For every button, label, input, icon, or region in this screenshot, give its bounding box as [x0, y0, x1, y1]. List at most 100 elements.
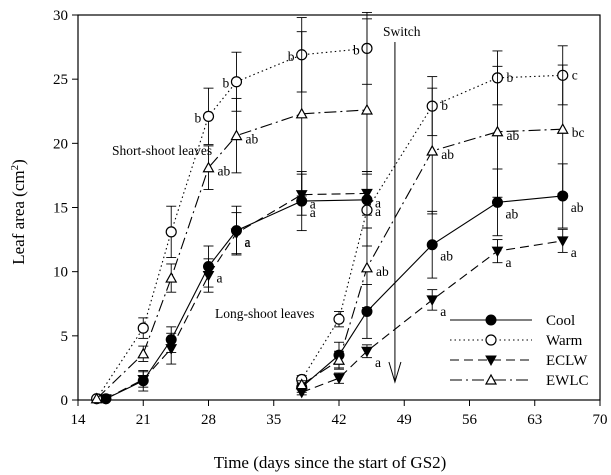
y-tick-label: 20	[53, 136, 68, 152]
data-point	[491, 196, 503, 208]
significance-label: a	[310, 205, 316, 220]
y-axis-title-sup: 2	[9, 165, 21, 171]
legend-item-ewlc: EWLC	[450, 373, 589, 389]
data-point	[426, 295, 439, 306]
x-tick-label: 63	[527, 412, 542, 428]
data-point	[165, 226, 177, 238]
significance-label: b	[353, 42, 360, 57]
legend-label: Cool	[546, 313, 575, 329]
significance-label: a	[440, 304, 446, 319]
legend-item-cool: Cool	[450, 313, 575, 329]
significance-label: a	[375, 195, 381, 210]
significance-label: ab	[571, 200, 584, 215]
series-line	[301, 195, 563, 388]
significance-label: ab	[440, 249, 453, 264]
switch-label: Switch	[383, 24, 421, 39]
data-point	[202, 271, 215, 282]
significance-label: bc	[572, 125, 585, 140]
data-point	[426, 239, 438, 251]
data-point	[556, 236, 569, 247]
significance-label: a	[217, 271, 223, 286]
significance-label: ab	[505, 206, 518, 221]
x-tick-label: 28	[201, 412, 216, 428]
data-point	[202, 161, 215, 173]
significance-label: b	[288, 49, 295, 64]
y-axis-title-tail: )	[9, 159, 28, 165]
significance-label: a	[571, 245, 577, 260]
series-line	[301, 128, 563, 386]
y-axis-title-main: Leaf area (cm	[9, 170, 28, 264]
legend: Cool Warm ECLW EWLC	[450, 313, 589, 389]
data-point	[333, 373, 345, 385]
significance-label: ab	[506, 128, 519, 143]
x-tick-label: 35	[266, 412, 281, 428]
data-point	[426, 144, 439, 156]
legend-marker	[485, 334, 497, 346]
switch-arrow	[388, 42, 402, 384]
series-line	[301, 74, 563, 380]
x-tick-label: 42	[332, 412, 347, 428]
significance-label: b	[195, 110, 202, 125]
significance-label: a	[244, 235, 250, 250]
significance-label: a	[310, 197, 316, 212]
data-point	[491, 246, 504, 258]
data-point	[230, 129, 243, 141]
data-point	[361, 346, 373, 358]
significance-label: a	[375, 355, 381, 370]
significance-label: a	[375, 204, 381, 219]
data-point	[165, 271, 178, 283]
x-axis-title: Time (days since the start of GS2)	[214, 453, 447, 472]
data-point	[90, 392, 103, 404]
data-point	[137, 322, 149, 334]
significance-label: a	[244, 235, 250, 250]
data-point	[137, 374, 150, 386]
x-tick-label: 49	[397, 412, 412, 428]
significance-label: b	[506, 70, 513, 85]
y-tick-label: 30	[53, 8, 68, 24]
data-point	[295, 387, 308, 399]
data-point	[556, 122, 569, 134]
significance-label: b	[222, 76, 229, 91]
legend-label: EWLC	[546, 373, 589, 389]
y-tick-label: 5	[61, 329, 69, 345]
data-point	[333, 313, 345, 325]
series-line	[301, 240, 563, 393]
short-shoot-label: Short-shoot leaves	[112, 143, 212, 158]
significance-label: ab	[376, 264, 389, 279]
long-shoot-label: Long-shoot leaves	[215, 306, 314, 321]
y-tick-label: 25	[53, 72, 68, 88]
y-tick-label: 10	[53, 265, 68, 281]
x-tick-label: 14	[71, 412, 87, 428]
switch-arrow-head	[388, 361, 402, 384]
legend-item-eclw: ECLW	[450, 353, 588, 369]
legend-label: ECLW	[546, 353, 588, 369]
data-point	[100, 394, 112, 405]
y-axis-title: Leaf area (cm2)	[9, 159, 28, 265]
significance-label: ab	[441, 147, 454, 162]
data-point	[295, 107, 308, 119]
y-axis-ticks: 0 5 10 15 20 25 30	[53, 8, 78, 409]
legend-marker	[484, 373, 498, 385]
data-point	[360, 261, 373, 273]
legend-label: Warm	[546, 333, 583, 349]
data-point	[332, 353, 346, 365]
annotation-layer: Short-shoot leaves Long-shoot leaves Swi…	[112, 24, 421, 384]
data-point	[230, 76, 243, 88]
data-point	[360, 103, 373, 115]
legend-item-warm: Warm	[450, 333, 583, 349]
significance-label: b	[441, 98, 448, 113]
data-point	[137, 347, 150, 359]
data-point	[295, 378, 308, 390]
data-point	[230, 228, 243, 240]
legend-marker	[485, 314, 497, 326]
significance-label: ab	[245, 132, 258, 147]
data-point	[165, 344, 178, 355]
x-tick-label: 21	[136, 412, 151, 428]
x-axis-ticks: 14 21 28 35 42 49 56 63 70	[71, 400, 608, 428]
significance-label: a	[505, 255, 511, 270]
